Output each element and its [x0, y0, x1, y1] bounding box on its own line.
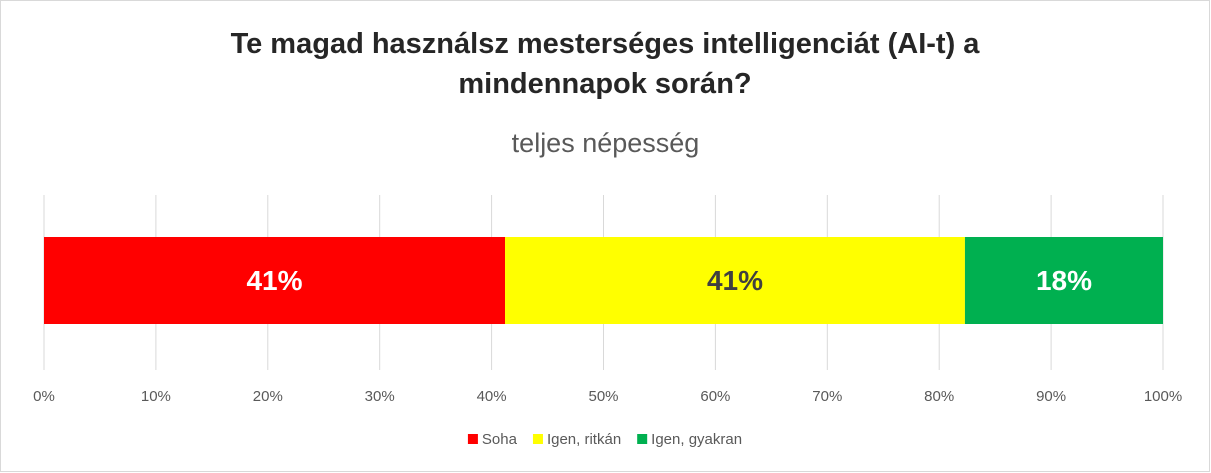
x-tick-label: 20% — [253, 388, 283, 405]
x-tick-label: 100% — [1144, 388, 1182, 405]
legend-swatch — [532, 434, 543, 444]
data-label: 41% — [707, 265, 763, 296]
legend-swatch — [467, 434, 478, 444]
data-label: 41% — [246, 265, 302, 296]
x-tick-label: 90% — [1036, 388, 1066, 405]
x-tick-label: 10% — [141, 388, 171, 405]
chart-title: Te magad használsz mesterséges intellige… — [230, 28, 980, 100]
chart-subtitle: teljes népesség — [511, 128, 700, 158]
x-tick-label: 30% — [365, 388, 395, 405]
legend-label: Igen, ritkán — [547, 431, 621, 448]
bar-segment — [44, 237, 506, 324]
x-tick-label: 80% — [924, 388, 954, 405]
x-tick-label: 70% — [812, 388, 842, 405]
x-tick-label: 50% — [588, 388, 618, 405]
legend-label: Igen, gyakran — [651, 431, 742, 448]
bar-segment — [505, 237, 965, 324]
x-tick-label: 60% — [700, 388, 730, 405]
legend-label: Soha — [482, 431, 518, 448]
x-tick-label: 40% — [477, 388, 507, 405]
bar-segment — [964, 237, 1163, 324]
legend-swatch — [637, 434, 648, 444]
x-tick-label: 0% — [33, 388, 55, 405]
data-label: 18% — [1036, 265, 1092, 296]
